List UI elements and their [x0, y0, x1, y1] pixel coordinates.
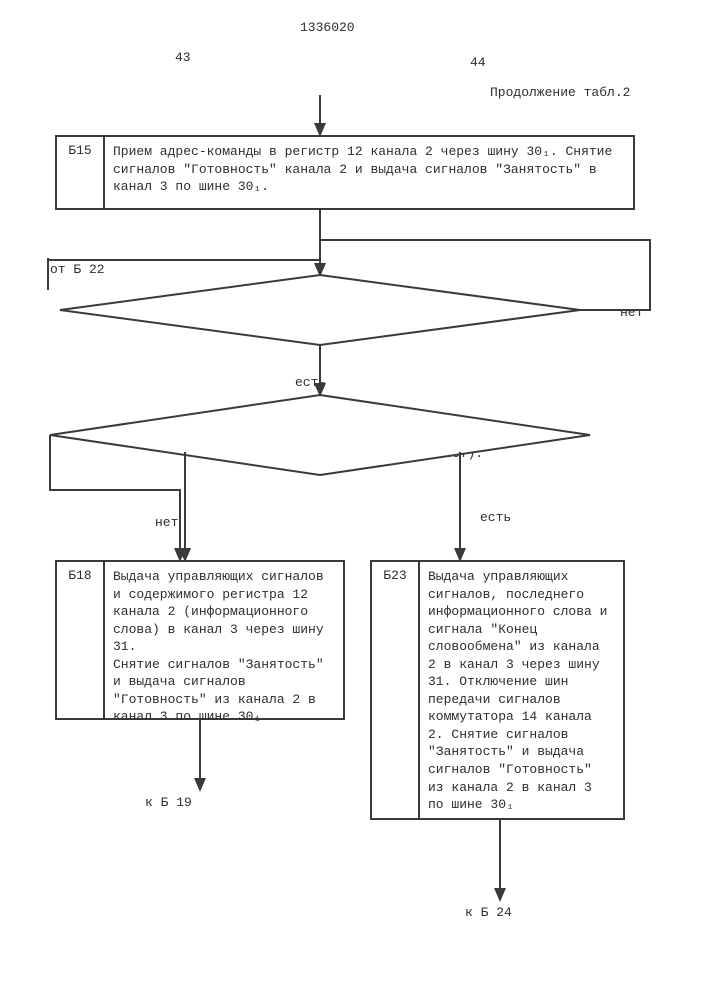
- node-b18-id: Б18: [57, 562, 105, 718]
- label-b16-yes: есть: [295, 375, 326, 390]
- goto-b24: к Б 24: [465, 905, 512, 920]
- node-b17-text: Анализ наличия сигнала "Конец обмена" от…: [210, 410, 510, 463]
- node-b23-text: Выдача управляющих сигналов, последнего …: [420, 562, 623, 818]
- node-b15: Б15 Прием адрес-команды в регистр 12 кан…: [55, 135, 635, 210]
- node-b17-id: Б17: [130, 425, 153, 440]
- doc-number: 1336020: [300, 20, 355, 35]
- goto-b19: к Б 19: [145, 795, 192, 810]
- label-b17-no: нет: [155, 515, 178, 530]
- label-b16-no: нет: [620, 305, 643, 320]
- node-b23: Б23 Выдача управляющих сигналов, последн…: [370, 560, 625, 820]
- node-b16-id: Б16: [140, 300, 163, 315]
- node-b18-text: Выдача управляющих сигналов и содержимог…: [105, 562, 343, 718]
- node-b18: Б18 Выдача управляющих сигналов и содерж…: [55, 560, 345, 720]
- node-b16-text: Анализ наличия сигналов "Готовность" от …: [230, 285, 495, 338]
- col-right-num: 44: [470, 55, 486, 70]
- node-b15-id: Б15: [57, 137, 105, 208]
- label-from-b22: от Б 22: [50, 262, 105, 277]
- node-b15-text: Прием адрес-команды в регистр 12 канала …: [105, 137, 633, 208]
- label-b17-yes: есть: [480, 510, 511, 525]
- continuation-label: Продолжение табл.2: [490, 85, 630, 100]
- col-left-num: 43: [175, 50, 191, 65]
- node-b23-id: Б23: [372, 562, 420, 818]
